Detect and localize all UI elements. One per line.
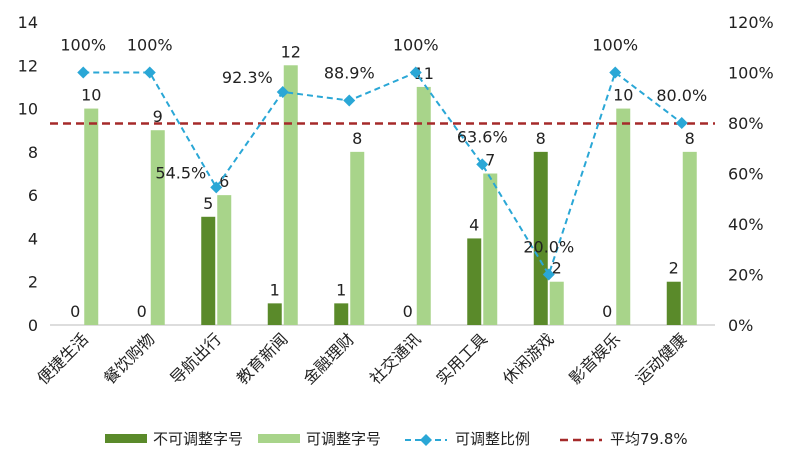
- bar-adjustable: [483, 173, 498, 325]
- ratio-point: [343, 94, 356, 107]
- data-label-adjustable: 12: [281, 42, 301, 61]
- bar-not-adjustable: [267, 303, 282, 325]
- y2-tick-label: 20%: [728, 266, 764, 285]
- legend-swatch-adjustable: [258, 434, 300, 443]
- data-label-adjustable: 8: [352, 129, 362, 148]
- y-tick-label: 4: [28, 229, 38, 248]
- x-tick-label: 休闲游戏: [499, 329, 558, 388]
- ratio-point: [409, 66, 422, 79]
- bar-not-adjustable: [533, 151, 548, 325]
- x-tick-label: 金融理财: [299, 329, 358, 388]
- data-label-not-adjustable: 0: [70, 302, 80, 321]
- data-label-adjustable: 7: [485, 151, 495, 170]
- ratio-point: [143, 66, 156, 79]
- y2-tick-label: 120%: [728, 13, 774, 32]
- ratio-line: [83, 70, 683, 277]
- data-label-not-adjustable: 1: [336, 280, 346, 299]
- bar-adjustable: [549, 281, 564, 325]
- y-tick-label: 0: [28, 316, 38, 335]
- y2-tick-label: 100%: [728, 64, 774, 83]
- bar-not-adjustable: [666, 281, 681, 325]
- ratio-label: 92.3%: [222, 68, 273, 87]
- legend-marker-ratio: [420, 434, 432, 446]
- data-label-not-adjustable: 4: [469, 215, 479, 234]
- bar-adjustable: [616, 108, 631, 325]
- data-label-not-adjustable: 2: [669, 259, 679, 278]
- legend-label: 可调整比例: [455, 430, 530, 448]
- y-tick-label: 10: [18, 100, 38, 119]
- ratio-label: 100%: [127, 36, 173, 55]
- bar-not-adjustable: [334, 303, 349, 325]
- ratio-point: [542, 268, 555, 281]
- bar-not-adjustable: [467, 238, 482, 325]
- y2-tick-label: 40%: [728, 215, 764, 234]
- x-tick-label: 教育新闻: [233, 329, 292, 388]
- data-label-adjustable: 10: [81, 86, 101, 105]
- y2-tick-label: 0%: [728, 316, 753, 335]
- bar-adjustable: [150, 130, 165, 325]
- y-tick-label: 14: [18, 13, 38, 32]
- x-tick-label: 便捷生活: [33, 329, 92, 388]
- data-label-adjustable: 9: [153, 107, 163, 126]
- x-tick-label: 影音娱乐: [565, 329, 624, 388]
- ratio-label: 80.0%: [656, 86, 707, 105]
- y2-tick-label: 80%: [728, 114, 764, 133]
- ratio-point: [609, 66, 622, 79]
- legend-swatch-not-adjustable: [105, 434, 147, 443]
- ratio-label: 63.6%: [457, 127, 508, 146]
- x-tick-label: 社交通讯: [366, 329, 425, 388]
- x-tick-label: 餐饮购物: [100, 329, 159, 388]
- data-label-not-adjustable: 8: [536, 129, 546, 148]
- y-tick-label: 6: [28, 186, 38, 205]
- ratio-point: [77, 66, 90, 79]
- data-label-adjustable: 6: [219, 172, 229, 191]
- ratio-label: 100%: [393, 36, 439, 55]
- ratio-label: 20.0%: [523, 238, 574, 257]
- x-tick-label: 运动健康: [632, 329, 691, 388]
- y-tick-label: 2: [28, 273, 38, 292]
- data-label-not-adjustable: 1: [270, 280, 280, 299]
- legend-label: 不可调整字号: [153, 430, 243, 448]
- data-label-not-adjustable: 0: [602, 302, 612, 321]
- data-label-not-adjustable: 0: [403, 302, 413, 321]
- bar-adjustable: [84, 108, 99, 325]
- x-tick-label: 导航出行: [166, 329, 225, 388]
- y-tick-label: 12: [18, 56, 38, 75]
- ratio-point: [276, 85, 289, 98]
- bar-adjustable: [217, 195, 232, 325]
- data-label-adjustable: 10: [613, 86, 633, 105]
- ratio-point: [210, 181, 223, 194]
- ratio-point: [675, 117, 688, 129]
- ratio-label: 100%: [60, 36, 106, 55]
- data-label-adjustable: 8: [685, 129, 695, 148]
- data-label-not-adjustable: 5: [203, 194, 213, 213]
- bar-adjustable: [682, 151, 697, 325]
- bar-adjustable: [416, 86, 431, 325]
- y-tick-label: 8: [28, 143, 38, 162]
- legend-label: 可调整字号: [306, 430, 381, 448]
- data-label-adjustable: 2: [552, 259, 562, 278]
- y2-tick-label: 60%: [728, 165, 764, 184]
- x-tick-label: 实用工具: [432, 329, 491, 388]
- ratio-label: 88.9%: [324, 64, 375, 83]
- bar-adjustable: [350, 151, 365, 325]
- bar-not-adjustable: [201, 216, 216, 325]
- ratio-label: 54.5%: [155, 163, 206, 182]
- bar-adjustable: [283, 65, 298, 326]
- legend-label: 平均79.8%: [610, 430, 688, 448]
- data-label-not-adjustable: 0: [137, 302, 147, 321]
- ratio-label: 100%: [592, 36, 638, 55]
- ratio-point: [476, 158, 489, 171]
